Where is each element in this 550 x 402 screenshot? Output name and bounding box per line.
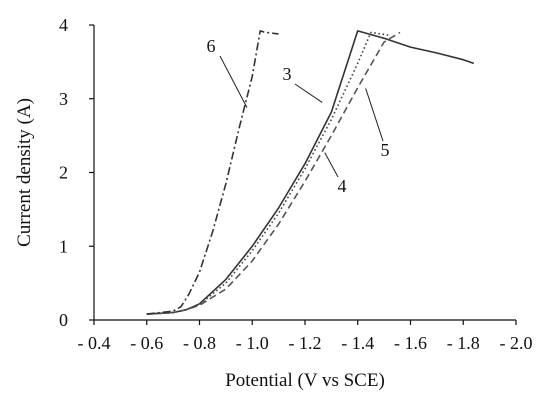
leader-line-4 (324, 152, 339, 178)
x-tick-label: - 0.4 (78, 333, 111, 353)
series-line-3 (146, 30, 475, 315)
y-ticks: 0 1 2 3 4 (59, 15, 94, 330)
y-tick-label: 2 (59, 163, 68, 183)
series-label-5: 5 (381, 140, 390, 160)
leader-line-5 (365, 88, 384, 142)
x-axis-title: Potential (V vs SCE) (225, 370, 385, 391)
x-tick-label: - 1.4 (341, 333, 374, 353)
x-tick-label: - 1.2 (289, 333, 322, 353)
series-line-5 (146, 31, 390, 315)
x-tick-label: - 0.6 (130, 333, 163, 353)
y-tick-label: 4 (59, 15, 68, 35)
x-tick-label: - 1.0 (236, 333, 269, 353)
y-tick-label: 1 (59, 236, 68, 256)
series-labels: 3 4 5 6 (207, 36, 390, 196)
series-label-4: 4 (338, 176, 347, 196)
series-layer (146, 30, 475, 315)
series-line-4 (146, 31, 401, 315)
series-label-6: 6 (207, 36, 216, 56)
x-ticks: - 0.4 - 0.6 - 0.8 - 1.0 - 1.2 - 1.4 - 1.6 - 1.8… (78, 320, 533, 353)
x-tick-label: - 1.8 (447, 333, 480, 353)
axes (93, 25, 516, 321)
leader-line-3 (294, 83, 323, 103)
x-tick-label: - 0.8 (183, 333, 216, 353)
leader-line-6 (219, 55, 248, 108)
x-tick-label: - 2.0 (500, 333, 533, 353)
x-tick-label: - 1.6 (394, 333, 427, 353)
y-axis-title: Current density (A) (14, 98, 35, 247)
series-line-6 (146, 30, 279, 315)
series-label-3: 3 (283, 64, 292, 84)
y-tick-label: 0 (59, 310, 68, 330)
y-tick-label: 3 (59, 89, 68, 109)
